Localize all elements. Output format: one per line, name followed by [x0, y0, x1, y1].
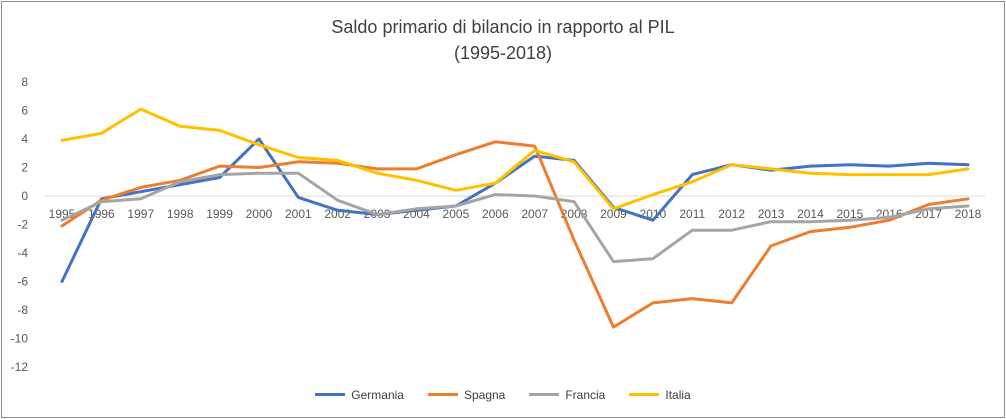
- legend-label: Italia: [665, 387, 691, 402]
- x-tick-label: 1999: [206, 207, 233, 221]
- legend-label: Spagna: [463, 387, 506, 402]
- x-tick-label: 2006: [482, 207, 509, 221]
- legend-label: Germania: [351, 387, 404, 402]
- y-tick-label: 6: [21, 104, 28, 118]
- y-axis-ticks: 8 6 4 2 0 -2 -4 -6 -8 -10 -12: [11, 75, 29, 374]
- x-tick-label: 2007: [521, 207, 548, 221]
- series-line-francia: [60, 171, 970, 264]
- legend: Germania Spagna Francia Italia: [0, 385, 1006, 402]
- x-tick-label: 2001: [285, 207, 312, 221]
- legend-swatch: [629, 393, 660, 396]
- legend-item-francia: Francia: [529, 388, 605, 402]
- legend-swatch: [529, 393, 560, 396]
- legend-item-germania: Germania: [315, 388, 404, 402]
- x-tick-label: 2000: [246, 207, 273, 221]
- x-axis-ticks: 1995 1996 1997 1998 1999 2000 2001 2002 2003 2004…: [49, 207, 982, 221]
- x-tick-label: 2014: [797, 207, 824, 221]
- legend-swatch: [315, 393, 346, 396]
- y-tick-label: 8: [21, 75, 28, 89]
- y-tick-label: 0: [21, 189, 28, 203]
- x-tick-label: 2011: [679, 207, 705, 221]
- legend-item-spagna: Spagna: [427, 387, 506, 402]
- series-lines: [60, 107, 970, 329]
- legend-label: Francia: [565, 387, 606, 402]
- y-tick-label: -8: [17, 303, 28, 317]
- x-tick-label: 1997: [127, 207, 154, 221]
- x-tick-label: 1998: [167, 207, 194, 221]
- series-line-spagna: [60, 140, 970, 329]
- x-tick-label: 2013: [758, 207, 785, 221]
- y-tick-label: -4: [17, 246, 28, 260]
- y-tick-label: -10: [11, 332, 29, 346]
- series-line-italia: [60, 107, 970, 211]
- y-tick-label: -2: [17, 218, 28, 232]
- y-tick-label: 2: [21, 161, 28, 175]
- x-tick-label: 2018: [955, 207, 982, 221]
- y-tick-label: 4: [21, 132, 28, 146]
- legend-item-italia: Italia: [629, 387, 691, 402]
- legend-swatch: [427, 393, 458, 396]
- x-tick-label: 2005: [443, 207, 470, 221]
- y-tick-label: -12: [11, 360, 29, 374]
- chart-title: Saldo primario di bilancio in rapporto a…: [331, 17, 675, 37]
- x-tick-label: 2012: [718, 207, 745, 221]
- chart-subtitle: (1995-2018): [453, 43, 553, 63]
- x-tick-label: 2015: [836, 207, 863, 221]
- y-tick-label: -6: [17, 275, 28, 289]
- series-line-germania: [60, 137, 970, 283]
